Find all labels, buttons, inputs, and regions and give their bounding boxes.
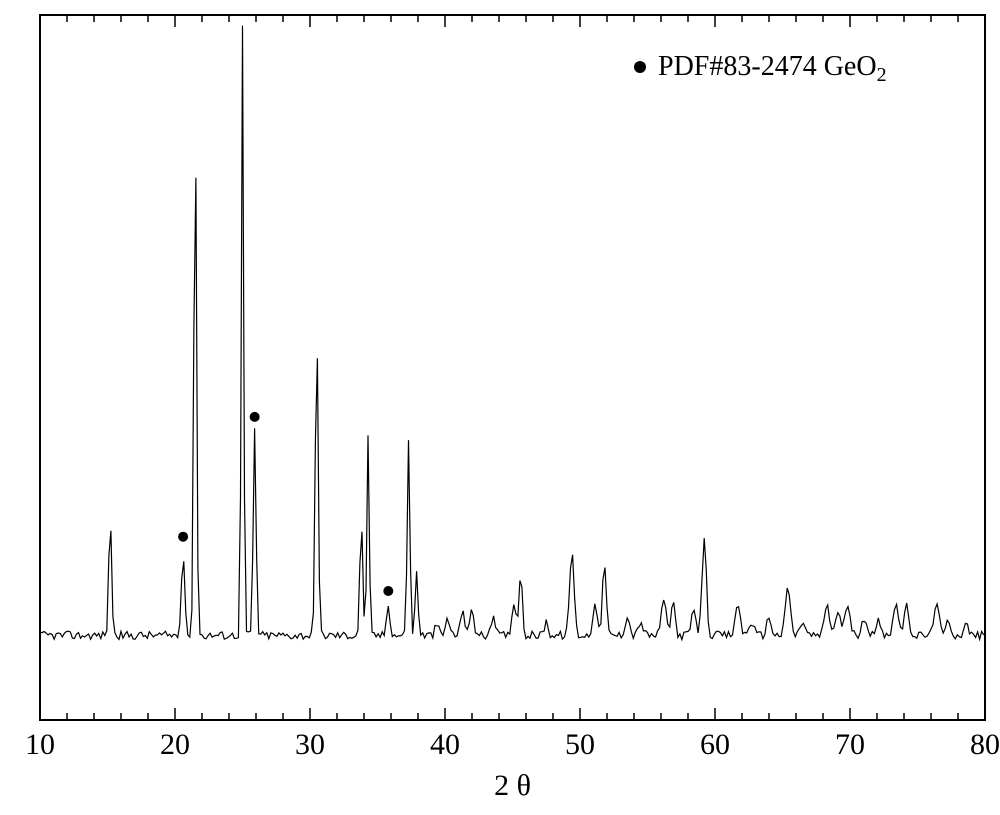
x-axis-label: 2 θ	[494, 769, 531, 802]
legend: PDF#83-2474 GeO2	[634, 51, 887, 86]
chart-bg	[0, 0, 1000, 815]
marker-dot	[178, 532, 188, 542]
x-tick-label: 30	[295, 728, 325, 761]
marker-dot	[250, 412, 260, 422]
x-tick-label: 10	[25, 728, 55, 761]
x-tick-label: 60	[700, 728, 730, 761]
x-tick-label: 40	[430, 728, 460, 761]
legend-marker-icon	[634, 61, 646, 73]
x-tick-label: 50	[565, 728, 595, 761]
legend-text: PDF#83-2474 GeO2	[658, 51, 887, 86]
xrd-chart: 10 20 30 40 50 60 70 80 PDF#83-2474 GeO2 2 θ	[0, 0, 1000, 815]
x-tick-label: 70	[835, 728, 865, 761]
x-tick-label: 80	[970, 728, 1000, 761]
x-tick-label: 20	[160, 728, 190, 761]
marker-dot	[383, 586, 393, 596]
